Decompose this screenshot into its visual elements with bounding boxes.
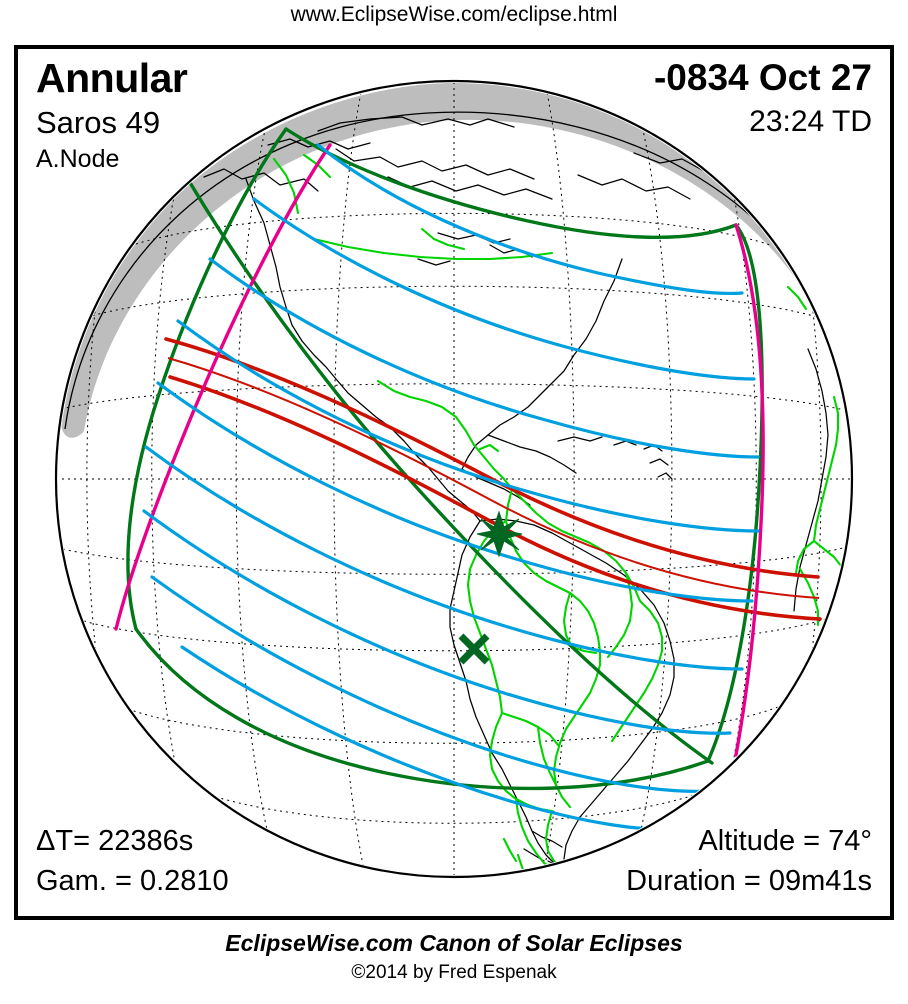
duration-label: Duration = 09m41s (626, 865, 872, 897)
greatest-eclipse-star-marker (476, 510, 523, 558)
globe-map (18, 49, 890, 916)
umbral-path-limits (164, 337, 822, 621)
footer: EclipseWise.com Canon of Solar Eclipses … (0, 930, 908, 984)
eclipse-date-label: -0834 Oct 27 (653, 57, 872, 98)
gamma-label: Gam. = 0.2810 (36, 865, 229, 897)
northern-umbral-limit (164, 337, 820, 579)
sunrise-curve-west (114, 143, 332, 631)
globe-svg (54, 79, 854, 879)
altitude-label: Altitude = 74° (698, 825, 872, 857)
penumbral-limit-east (706, 223, 764, 763)
eclipse-type-label: Annular (36, 55, 188, 101)
sunset-curve-east (734, 223, 765, 757)
delta-t-label: ΔT= 22386s (36, 825, 194, 857)
penumbral-limit-inner-nw (174, 157, 714, 765)
footer-title: EclipseWise.com Canon of Solar Eclipses (225, 930, 683, 956)
eclipse-map-frame: Annular Saros 49 A.Node -0834 Oct 27 23:… (14, 45, 894, 920)
sunrise-sunset-curves (114, 143, 765, 757)
southern-umbral-limit (168, 375, 822, 621)
source-url-caption: www.EclipseWise.com/eclipse.html (290, 3, 618, 26)
eclipse-markers (458, 510, 523, 665)
northern-penumbral-limit (284, 127, 738, 240)
central-line (167, 357, 820, 599)
footer-credit: ©2014 by Fred Espenak (351, 962, 557, 983)
node-label: A.Node (36, 145, 120, 173)
max-eclipse-time-curves (142, 143, 760, 831)
subsolar-x-marker (458, 633, 490, 665)
penumbral-limit-west (126, 127, 288, 631)
saros-label: Saros 49 (36, 105, 161, 140)
eclipse-time-label: 23:24 TD (749, 105, 872, 138)
